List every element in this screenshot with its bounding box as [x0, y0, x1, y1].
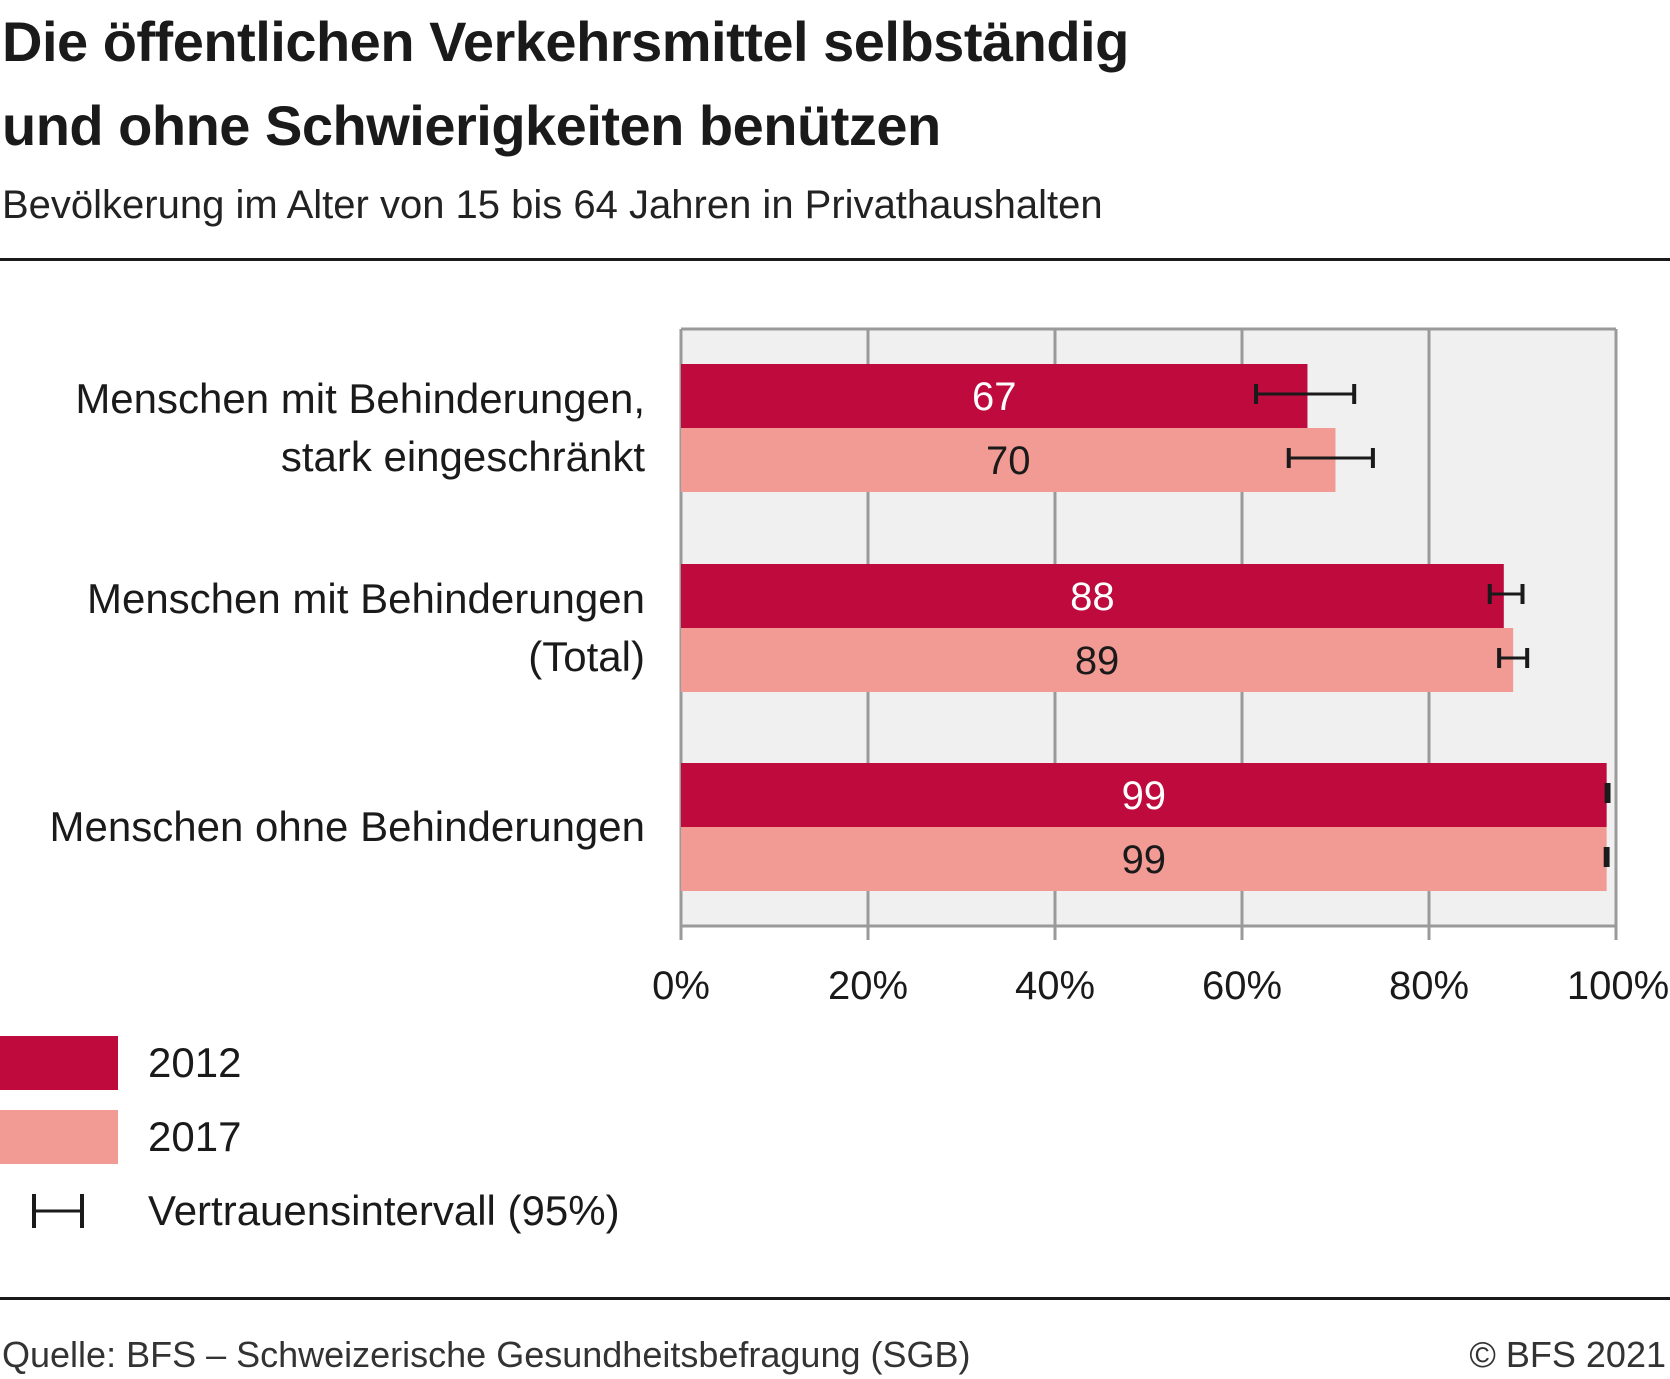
bar-value-label: 88 [1070, 575, 1115, 619]
bar-2017 [681, 827, 1607, 891]
bar-value-label: 89 [1075, 639, 1120, 683]
legend-label-ci: Vertrauensintervall (95%) [148, 1187, 620, 1234]
bar-2017 [681, 628, 1514, 692]
bar-value-label: 70 [986, 439, 1031, 483]
copyright-note: © BFS 2021 [1469, 1334, 1666, 1375]
legend-label-2012: 2012 [148, 1039, 242, 1086]
legend-item-2017: 2017 [0, 1110, 900, 1164]
category-label: Menschen mit Behinderungen, [75, 375, 645, 422]
bar-2012 [681, 564, 1504, 628]
bar-2017 [681, 428, 1336, 492]
bar-value-label: 99 [1122, 774, 1167, 818]
legend-label-2017: 2017 [148, 1113, 242, 1160]
legend-item-ci: Vertrauensintervall (95%) [0, 1184, 900, 1238]
chart-title-line-2: und ohne Schwierigkeiten benützen [2, 94, 941, 157]
category-label: (Total) [528, 633, 645, 680]
x-tick-label: 0% [652, 964, 710, 1008]
bar-chart: 0% 20% 40% 60% 80% 100% 67 70 Menschen mit Behin… [50, 327, 1669, 1008]
chart-title-line-1: Die öffentlichen Verkehrsmittel selbstän… [2, 10, 1129, 73]
top-divider [0, 258, 1670, 261]
bar-2012 [681, 364, 1308, 428]
x-tick-label: 100% [1567, 964, 1669, 1008]
bar-value-label: 67 [972, 375, 1017, 419]
category-label: Menschen ohne Behinderungen [50, 803, 645, 850]
x-tick-label: 60% [1202, 964, 1282, 1008]
source-note: Quelle: BFS – Schweizerische Gesundheits… [2, 1334, 971, 1375]
chart-subtitle: Bevölkerung im Alter von 15 bis 64 Jahre… [2, 183, 1103, 227]
x-tick-label: 20% [828, 964, 908, 1008]
legend-swatch-2012 [0, 1036, 118, 1090]
category-label: Menschen mit Behinderungen [87, 575, 645, 622]
bar-value-label: 99 [1122, 838, 1167, 882]
category-label: stark eingeschränkt [281, 433, 646, 480]
bottom-divider [0, 1297, 1670, 1300]
bar-2012 [681, 763, 1607, 827]
legend-swatch-2017 [0, 1110, 118, 1164]
x-tick-label: 80% [1389, 964, 1469, 1008]
x-tick-label: 40% [1015, 964, 1095, 1008]
chart-title: Die öffentlichen Verkehrsmittel selbstän… [2, 0, 1562, 168]
legend-item-2012: 2012 [0, 1036, 900, 1090]
confidence-interval-icon [32, 1194, 84, 1228]
